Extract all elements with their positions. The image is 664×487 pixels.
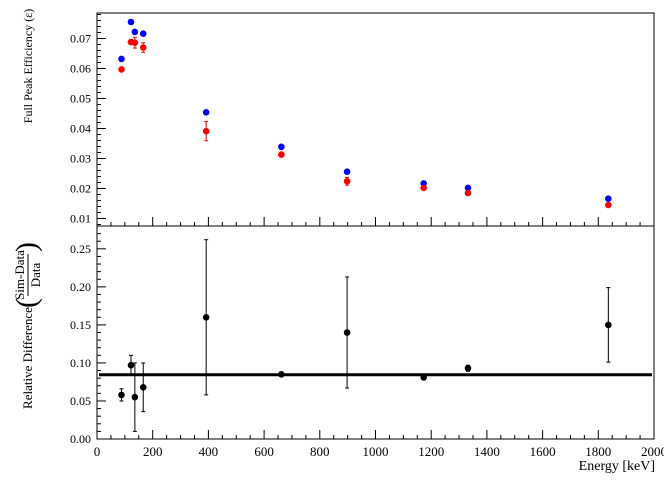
data-point xyxy=(605,201,612,209)
x-axis-label: Energy [keV] xyxy=(579,459,655,474)
top-y-tick-label: 0.07 xyxy=(70,32,91,46)
x-tick-label: 0 xyxy=(94,444,101,459)
x-tick-label: 1800 xyxy=(585,444,611,459)
bottom-y-tick-label: 0.05 xyxy=(70,394,91,408)
x-tick-label: 800 xyxy=(310,444,330,459)
data-point xyxy=(127,18,135,26)
bottom-plot-frame xyxy=(96,225,655,440)
data-point xyxy=(118,66,125,73)
bottom-ylabel-text: Relative Difference xyxy=(20,307,35,409)
data-point xyxy=(278,151,285,158)
data-point xyxy=(343,178,351,185)
data-point xyxy=(420,374,427,381)
data-point xyxy=(131,39,139,46)
data-point xyxy=(464,184,472,192)
top-y-tick-label: 0.04 xyxy=(70,122,91,136)
data-point xyxy=(464,189,472,197)
bottom-y-tick-label: 0.15 xyxy=(70,318,91,332)
efficiency-panel: 0.01 0.02 0.03 0.04 0.05 0.06 0.07 xyxy=(70,12,655,227)
x-tick-label: 200 xyxy=(143,444,163,459)
bottom-y-tick-label: 0.25 xyxy=(70,242,91,256)
x-tick-label: 1400 xyxy=(474,444,500,459)
data-point xyxy=(278,371,285,378)
x-tick-label: 2000 xyxy=(641,444,664,459)
x-tick-label: 1200 xyxy=(418,444,444,459)
bottom-ylabel-close-paren: ) xyxy=(10,242,43,252)
top-series-0 xyxy=(118,18,612,202)
data-point xyxy=(202,127,210,135)
data-point xyxy=(605,195,612,202)
bottom-ylabel-numerator: Sim-Data xyxy=(12,250,27,300)
data-point xyxy=(139,383,147,391)
bottom-y-tick-label: 0.20 xyxy=(70,280,91,294)
bottom-ylabel: Relative Difference ( Sim-Data Data ) xyxy=(10,242,43,409)
top-ylabel: Full Peak Efficiency (ε) xyxy=(21,9,35,123)
bottom-series-0 xyxy=(118,239,612,432)
bottom-y-tick-label: 0.10 xyxy=(70,356,91,370)
relative-difference-panel: 0 200 400 600 800 1000 1200 1400 1600 1800 2000 0.0… xyxy=(70,225,664,459)
data-point xyxy=(464,364,472,372)
data-point xyxy=(118,391,125,399)
bottom-ylabel-open-paren: ( xyxy=(10,298,43,308)
data-point xyxy=(131,28,139,36)
x-tick-label: 1600 xyxy=(530,444,556,459)
data-point xyxy=(202,109,210,116)
data-point xyxy=(139,30,147,37)
top-y-tick-label: 0.05 xyxy=(70,92,91,106)
top-y-tick-label: 0.06 xyxy=(70,62,91,76)
top-y-tick-label: 0.03 xyxy=(70,152,91,166)
bottom-y-tick-label: 0.00 xyxy=(70,432,91,446)
bottom-ylabel-denominator: Data xyxy=(28,263,43,288)
data-point xyxy=(127,361,135,369)
x-tick-label: 1000 xyxy=(363,444,389,459)
data-point xyxy=(118,55,125,63)
data-point xyxy=(139,44,147,51)
data-point xyxy=(202,313,210,321)
data-point xyxy=(343,168,351,175)
data-point xyxy=(343,329,351,336)
top-series-1 xyxy=(118,36,612,209)
data-point xyxy=(278,143,285,151)
top-plot-frame xyxy=(96,12,655,227)
data-point xyxy=(131,393,139,401)
top-y-tick-label: 0.02 xyxy=(70,182,91,196)
data-point xyxy=(605,321,612,329)
top-y-tick-label: 0.01 xyxy=(70,212,91,226)
x-tick-label: 400 xyxy=(199,444,219,459)
data-point xyxy=(420,184,427,192)
x-tick-label: 600 xyxy=(254,444,274,459)
